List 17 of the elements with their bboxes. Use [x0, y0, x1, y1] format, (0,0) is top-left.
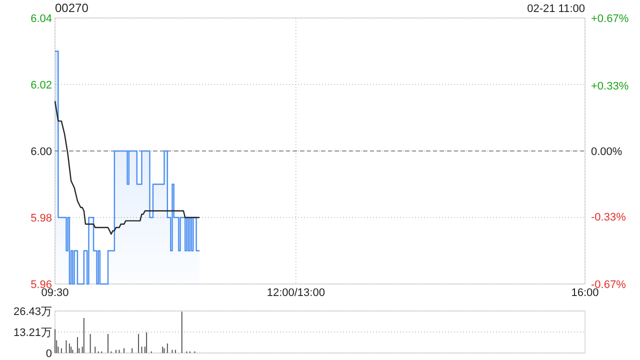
- chart-title: 00270: [55, 1, 89, 15]
- y-tick-label: 6.00: [30, 146, 52, 158]
- y-tick-label: 6.02: [30, 79, 52, 92]
- y2-tick-label: +0.33%: [591, 80, 629, 92]
- y-tick-label: 13.21万: [13, 326, 52, 339]
- y-tick-label: 5.98: [30, 212, 52, 224]
- x-tick-label: 16:00: [571, 287, 599, 299]
- y-tick-label: 6.04: [30, 12, 52, 25]
- y-tick-label: 26.43万: [13, 306, 52, 318]
- y2-tick-label: -0.33%: [591, 211, 626, 224]
- y2-tick-label: +0.67%: [591, 12, 629, 25]
- x-tick-label: 12:00/13:00: [266, 287, 325, 299]
- x-tick-label: 09:30: [41, 287, 69, 299]
- y-tick-label: 0: [46, 348, 52, 360]
- chart-subtitle: 02-21 11:00: [527, 3, 585, 15]
- line-series: [54, 100, 200, 235]
- y2-tick-label: 0.00%: [591, 146, 622, 158]
